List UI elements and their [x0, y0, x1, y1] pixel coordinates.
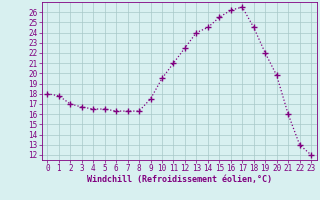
X-axis label: Windchill (Refroidissement éolien,°C): Windchill (Refroidissement éolien,°C) [87, 175, 272, 184]
